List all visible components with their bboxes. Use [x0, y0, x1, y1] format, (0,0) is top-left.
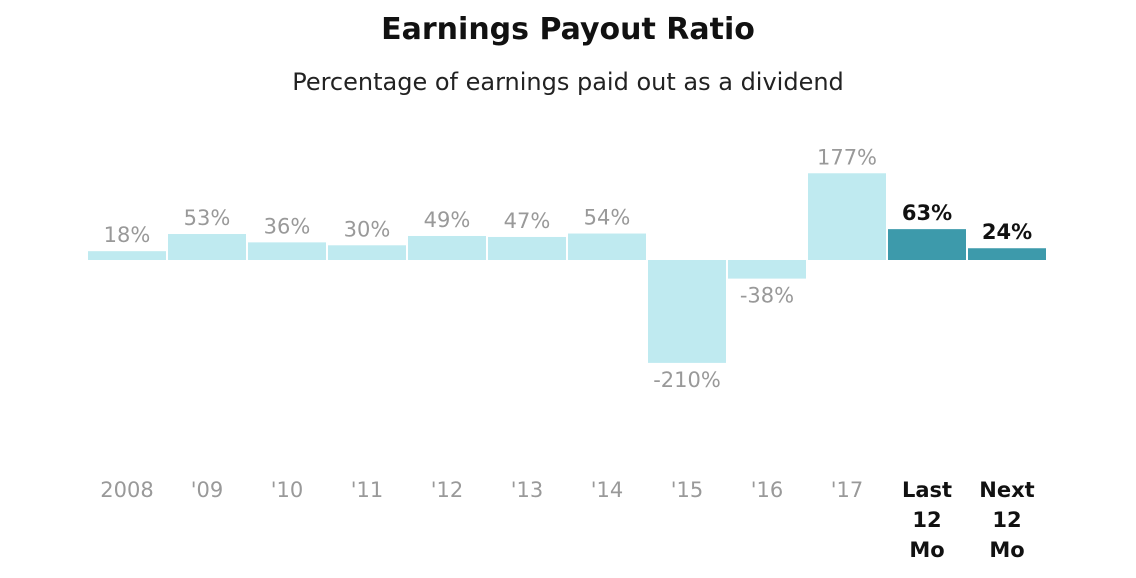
bar-7 [648, 260, 726, 363]
value-label-4: 49% [424, 208, 471, 232]
bar-0 [88, 251, 166, 260]
category-label-10: Last 12 Mo [902, 478, 952, 562]
category-label-8: '16 [751, 478, 784, 502]
value-label-1: 53% [184, 206, 231, 230]
bar-2 [248, 242, 326, 260]
value-label-5: 47% [504, 209, 551, 233]
bar-1 [168, 234, 246, 260]
bar-8 [728, 260, 806, 279]
value-label-3: 30% [344, 217, 391, 241]
category-label-0: 2008 [100, 478, 153, 502]
bar-3 [328, 245, 406, 260]
bar-6 [568, 233, 646, 260]
bar-5 [488, 236, 566, 260]
bar-4 [408, 235, 486, 260]
value-label-11: 24% [982, 220, 1032, 244]
category-label-6: '14 [591, 478, 624, 502]
chart-title: Earnings Payout Ratio [381, 12, 755, 47]
value-label-7: -210% [653, 368, 721, 392]
category-label-1: '09 [191, 478, 224, 502]
chart-subtitle: Percentage of earnings paid out as a div… [292, 68, 844, 96]
value-label-6: 54% [584, 206, 631, 230]
category-label-3: '11 [351, 478, 384, 502]
bar-11 [968, 248, 1046, 260]
category-label-2: '10 [271, 478, 304, 502]
value-label-10: 63% [902, 201, 952, 225]
bar-9 [808, 173, 886, 260]
value-label-9: 177% [817, 145, 877, 169]
category-label-9: '17 [831, 478, 864, 502]
value-label-8: -38% [740, 284, 794, 308]
category-label-11: Next 12 Mo [979, 478, 1034, 562]
category-label-5: '13 [511, 478, 544, 502]
bar-10 [888, 229, 966, 260]
category-label-4: '12 [431, 478, 464, 502]
category-label-7: '15 [671, 478, 704, 502]
value-label-2: 36% [264, 214, 311, 238]
value-label-0: 18% [104, 223, 151, 247]
